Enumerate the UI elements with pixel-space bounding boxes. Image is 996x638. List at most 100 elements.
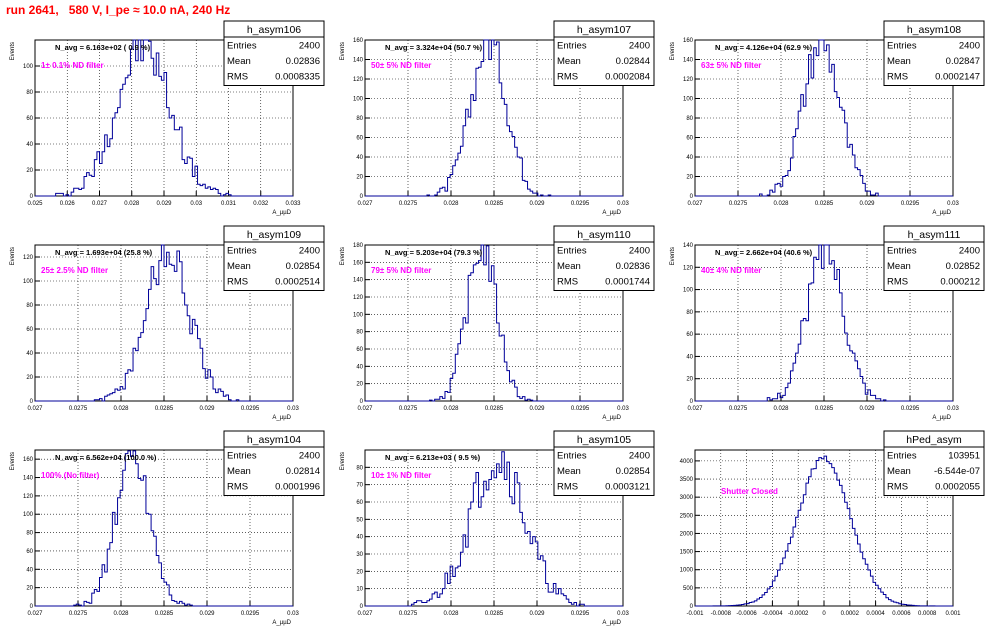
histogram-svg: -0.001 -0.0008 -0.0006 -0.0004 -0.0002 0 0.000… xyxy=(680,430,985,617)
x-tick-label: 0.029 xyxy=(859,201,875,207)
stats-entries-value: 2400 xyxy=(629,41,650,52)
x-tick-label: -0.0002 xyxy=(788,611,809,617)
y-axis-label: Events xyxy=(670,247,676,265)
filter-annotation: 50± 5% ND filter xyxy=(371,61,431,70)
x-tick-label: 0.027 xyxy=(357,201,373,207)
x-tick-label: 0.0285 xyxy=(485,201,504,207)
y-tick-label: 4000 xyxy=(680,459,694,465)
y-tick-label: 120 xyxy=(23,255,34,261)
x-tick-label: 0.027 xyxy=(687,406,703,412)
navg-label: N_avg = 6.213e+03 ( 9.5 %) xyxy=(385,453,481,462)
x-tick-label: -0.001 xyxy=(686,611,704,617)
y-tick-label: 60 xyxy=(26,327,33,333)
y-tick-label: 20 xyxy=(26,168,33,174)
filter-annotation: Shutter Closed xyxy=(721,487,778,496)
x-tick-label: 0.028 xyxy=(113,406,129,412)
x-tick-label: 0.032 xyxy=(253,201,269,207)
x-tick-label: 0.025 xyxy=(27,201,43,207)
stats-entries-label: Entries xyxy=(887,451,917,462)
stats-mean-label: Mean xyxy=(227,261,251,272)
histogram-title: h_asym107 xyxy=(577,24,631,36)
x-tick-label: 0.03 xyxy=(947,201,959,207)
stats-rms-value: 0.0002055 xyxy=(935,482,980,493)
y-tick-label: 100 xyxy=(23,279,34,285)
y-tick-label: 120 xyxy=(353,77,364,83)
histogram-title: h_asym106 xyxy=(247,24,301,36)
x-tick-label: -0.0006 xyxy=(736,611,757,617)
filter-annotation: 1± 0.1% ND filter xyxy=(41,61,104,70)
x-tick-label: 0.029 xyxy=(199,406,215,412)
stats-entries-label: Entries xyxy=(227,246,257,257)
stats-mean-label: Mean xyxy=(227,466,251,477)
x-axis-label: A_µµD xyxy=(932,210,951,216)
y-tick-label: 140 xyxy=(353,278,364,284)
x-tick-label: 0.028 xyxy=(443,201,459,207)
stats-box-frame xyxy=(883,430,985,496)
x-tick-label: 0.029 xyxy=(529,201,545,207)
x-tick-label: 0.0275 xyxy=(69,406,88,412)
histogram-title: h_asym111 xyxy=(908,229,961,241)
x-tick-label: 0.029 xyxy=(529,611,545,617)
y-tick-label: 100 xyxy=(23,64,34,70)
x-tick-label: 0.0295 xyxy=(571,201,590,207)
histogram-series xyxy=(695,244,953,402)
filter-annotation: 10± 1% ND filter xyxy=(371,471,431,480)
y-tick-label: 60 xyxy=(26,116,33,122)
y-tick-label: 60 xyxy=(26,549,33,555)
y-tick-label: 60 xyxy=(686,136,693,142)
x-tick-label: 0.03 xyxy=(617,201,629,207)
histogram-panel: 0.027 0.0275 0.028 0.0285 0.029 0.0295 0.03 0 20… xyxy=(335,18,660,223)
y-tick-label: 40 xyxy=(356,155,363,161)
y-tick-label: 0 xyxy=(30,194,34,200)
y-tick-label: 120 xyxy=(683,77,694,83)
stats-box: h_asym108 Entries 2400 Mean 0.02847 RMS 0.0002… xyxy=(883,20,985,86)
navg-label: N_avg = 1.693e+04 (25.8 %) xyxy=(55,248,153,257)
y-tick-label: 0 xyxy=(690,399,694,405)
stats-entries-value: 2400 xyxy=(629,246,650,257)
x-tick-label: 0.0295 xyxy=(571,406,590,412)
stats-mean-label: Mean xyxy=(557,466,581,477)
y-tick-label: 120 xyxy=(353,295,364,301)
y-tick-label: 40 xyxy=(26,351,33,357)
stats-rms-label: RMS xyxy=(227,277,248,288)
stats-rms-value: 0.0002084 xyxy=(605,72,650,83)
y-tick-label: 80 xyxy=(686,116,693,122)
stats-entries-value: 2400 xyxy=(629,451,650,462)
x-tick-label: 0.027 xyxy=(357,406,373,412)
y-tick-label: 120 xyxy=(23,494,34,500)
y-tick-label: 40 xyxy=(686,354,693,360)
x-tick-label: 0.03 xyxy=(617,611,629,617)
stats-box-frame xyxy=(883,20,985,86)
stats-entries-label: Entries xyxy=(227,41,257,52)
histogram-series xyxy=(365,244,623,402)
x-tick-label: 0.029 xyxy=(156,201,172,207)
y-tick-label: 3500 xyxy=(680,477,694,483)
y-tick-label: 40 xyxy=(356,535,363,541)
x-tick-label: 0.0275 xyxy=(399,611,418,617)
x-tick-label: 0.0285 xyxy=(815,201,834,207)
y-tick-label: 20 xyxy=(356,382,363,388)
x-axis-label: A_µµD xyxy=(272,620,291,626)
histogram-series xyxy=(695,39,953,197)
x-axis-label: A_µµD xyxy=(272,210,291,216)
stats-entries-value: 2400 xyxy=(299,41,320,52)
stats-box-frame xyxy=(223,20,325,86)
stats-rms-label: RMS xyxy=(557,72,578,83)
y-tick-label: 50 xyxy=(356,517,363,523)
stats-rms-value: 0.0002147 xyxy=(935,72,980,83)
y-tick-label: 20 xyxy=(356,175,363,181)
histogram-panel: 0.027 0.0275 0.028 0.0285 0.029 0.0295 0.03 0 20… xyxy=(5,428,330,633)
stats-entries-value: 2400 xyxy=(299,246,320,257)
stats-box-frame xyxy=(223,430,325,496)
stats-rms-value: 0.0008335 xyxy=(275,72,320,83)
stats-mean-label: Mean xyxy=(557,261,581,272)
histogram-series xyxy=(35,450,293,607)
x-tick-label: 0.031 xyxy=(221,201,237,207)
x-tick-label: 0.028 xyxy=(443,611,459,617)
x-tick-label: 0.027 xyxy=(27,611,43,617)
navg-label: N_avg = 3.324e+04 (50.7 %) xyxy=(385,43,483,52)
y-tick-label: 40 xyxy=(26,567,33,573)
stats-mean-value: 0.02844 xyxy=(616,56,650,67)
y-tick-label: 100 xyxy=(353,312,364,318)
y-tick-label: 100 xyxy=(683,97,694,103)
